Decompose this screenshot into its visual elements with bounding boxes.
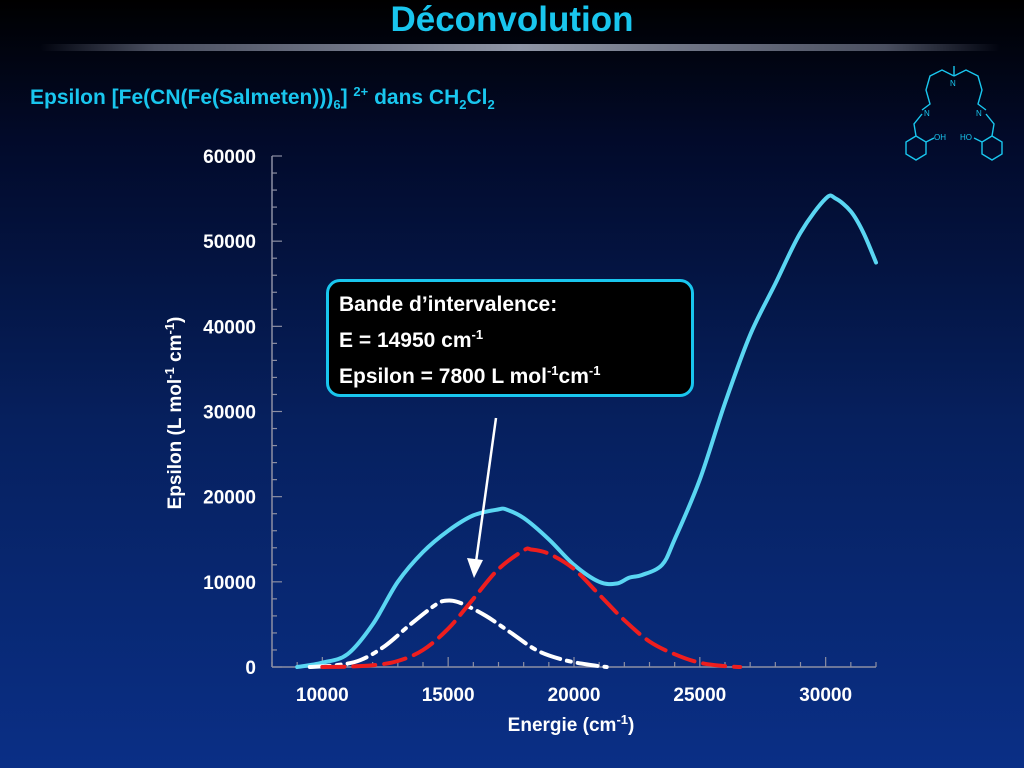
annotation-line-3: Epsilon = 7800 L mol-1cm-1 <box>339 356 691 392</box>
annotation-line-1: Bande d’intervalence: <box>339 293 558 316</box>
x-axis-title-text: Energie (cm <box>508 715 617 736</box>
slide-title: Déconvolution <box>390 0 634 39</box>
subtitle-prefix: Epsilon [Fe(CN(Fe(Salmeten))) <box>30 86 334 109</box>
x-tick-label: 20000 <box>548 685 601 706</box>
subtitle-sub-2a: 2 <box>459 97 467 113</box>
y-tick-label: 60000 <box>203 147 256 168</box>
chart-subtitle: Epsilon [Fe(CN(Fe(Salmeten)))6] 2+ dans … <box>30 84 495 112</box>
subtitle-charge: 2+ <box>353 84 369 99</box>
molecule-ho: HO <box>960 133 972 142</box>
x-tick-label: 10000 <box>296 685 349 706</box>
annotation-epsilon-sup2: -1 <box>588 363 601 378</box>
annotation-line-2: E = 14950 cm-1 <box>339 320 691 356</box>
x-axis-title-close: ) <box>628 715 634 736</box>
x-axis-title-sup: -1 <box>616 712 628 727</box>
chart-tick-labels: 0 10000 20000 30000 40000 50000 60000 10000 1500… <box>203 147 852 706</box>
annotation-arrow-shaft <box>474 417 498 563</box>
chart-series <box>295 193 878 669</box>
y-tick-label: 0 <box>245 658 256 679</box>
salmeten-structure-icon: N N N OH HO <box>905 66 1003 161</box>
title-divider <box>40 44 1000 51</box>
x-axis-title: Energie (cm-1) <box>508 712 635 736</box>
chart-axes <box>271 155 877 668</box>
subtitle-sub-2b: 2 <box>487 97 495 113</box>
y-tick-label: 40000 <box>203 317 256 338</box>
series-line-dash-dot <box>307 598 609 669</box>
x-tick-label: 30000 <box>799 685 852 706</box>
y-axis-title-sup1: -1 <box>162 367 177 379</box>
y-tick-label: 10000 <box>203 573 256 594</box>
subtitle-solvent: dans CH <box>368 86 460 109</box>
annotation-epsilon: Epsilon = 7800 L mol <box>339 365 547 388</box>
molecule-oh: OH <box>934 133 946 142</box>
annotation-epsilon-sup1: -1 <box>546 363 559 378</box>
intervalence-annotation-box: Bande d’intervalence: E = 14950 cm-1 Eps… <box>326 279 694 397</box>
molecule-n-center: N <box>950 79 956 88</box>
y-axis-title-sup2: -1 <box>162 323 177 335</box>
x-tick-label: 25000 <box>673 685 726 706</box>
series-line-solid <box>295 193 878 669</box>
y-tick-label: 20000 <box>203 488 256 509</box>
molecule-n-right: N <box>976 109 982 118</box>
annotation-arrow-head <box>467 558 483 578</box>
subtitle-bracket: ] <box>340 86 348 109</box>
subtitle-sub-6: 6 <box>333 97 341 113</box>
series-line-dashed <box>320 546 743 669</box>
y-tick-label: 30000 <box>203 403 256 424</box>
y-axis-title-close: ) <box>165 317 186 323</box>
y-tick-label: 50000 <box>203 232 256 253</box>
molecule-n-left: N <box>924 109 930 118</box>
y-axis-title-text: Epsilon (L mol <box>165 379 186 510</box>
annotation-energy: E = 14950 cm <box>339 329 472 352</box>
annotation-epsilon-cm: cm <box>558 365 589 388</box>
y-axis-title: Epsilon (L mol-1 cm-1) <box>162 317 186 510</box>
x-tick-label: 15000 <box>422 685 475 706</box>
subtitle-cl: Cl <box>466 86 488 109</box>
annotation-energy-sup: -1 <box>471 327 484 342</box>
y-axis-title-cm: cm <box>165 335 186 368</box>
